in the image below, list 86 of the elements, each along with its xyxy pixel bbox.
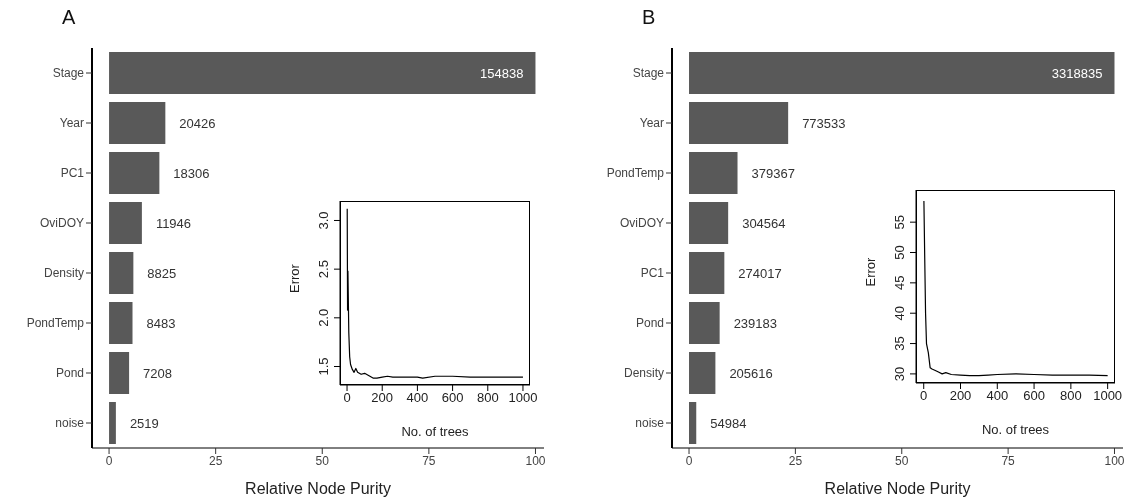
y-tick-label: OviDOY	[619, 216, 664, 231]
y-tick-label: Year	[639, 116, 664, 131]
x-tick-label: 600	[1023, 388, 1045, 404]
y-axis-title: Error	[862, 256, 878, 287]
x-tick-label: 75	[1001, 453, 1016, 468]
y-tick-label: 35	[892, 336, 907, 351]
bar	[689, 352, 716, 394]
y-tick-label: Pond	[55, 366, 84, 381]
annotation: 304564	[742, 215, 786, 231]
x-tick-label: 400	[986, 388, 1009, 404]
y-tick-label: noise	[635, 416, 665, 431]
bar	[689, 52, 1115, 94]
x-axis-title: No. of trees	[401, 424, 470, 439]
annotation: 8483	[146, 315, 176, 331]
x-tick-label: 200	[371, 390, 394, 406]
y-tick-label: 2.5	[316, 260, 331, 279]
x-tick-label: 400	[406, 390, 429, 406]
y-tick-label: PondTemp	[606, 166, 665, 181]
annotation: 3318835	[1051, 65, 1103, 81]
y-tick-label: 50	[892, 245, 907, 260]
y-tick-label: Stage	[632, 66, 665, 81]
y-tick-label: PondTemp	[26, 316, 85, 331]
annotation: 18306	[173, 165, 210, 181]
bar	[689, 102, 789, 144]
x-tick-label: 1000	[508, 390, 538, 406]
bar	[109, 152, 160, 194]
x-tick-label: 800	[1060, 388, 1082, 404]
y-tick-label: 40	[892, 305, 907, 321]
bar	[109, 102, 166, 144]
annotation: 20426	[179, 115, 216, 131]
annotation: 2519	[129, 415, 159, 431]
x-tick-label: 1000	[1093, 388, 1123, 404]
x-tick-label: 100	[1104, 453, 1125, 468]
annotation: 7208	[143, 365, 173, 381]
x-tick-label: 200	[949, 388, 972, 404]
bar	[109, 402, 116, 444]
y-tick-label: PC1	[640, 266, 665, 281]
annotation: 8825	[147, 265, 177, 281]
x-tick-label: 25	[788, 453, 803, 468]
annotation: 205616	[729, 365, 773, 381]
y-tick-label: Year	[59, 116, 84, 131]
x-tick-label: 100	[525, 453, 546, 468]
x-tick-label: 600	[441, 390, 464, 406]
annotation: 773533	[802, 115, 846, 131]
chart-title: A	[62, 6, 76, 29]
y-axis-title: Error	[286, 263, 302, 293]
x-tick-label: 0	[685, 453, 693, 468]
annotation: 274017	[738, 265, 782, 281]
x-tick-label: 75	[422, 453, 436, 468]
x-axis-title: Relative Node Purity	[245, 480, 391, 497]
annotation: 154838	[480, 65, 524, 81]
annotation: 11946	[155, 215, 192, 231]
bar	[689, 202, 729, 244]
y-tick-label: 30	[892, 366, 907, 382]
bar	[109, 252, 134, 294]
x-tick-label: 0	[920, 388, 928, 404]
annotation: 379367	[751, 165, 795, 181]
y-tick-label: Pond	[635, 316, 664, 331]
bar	[109, 302, 133, 344]
y-tick-label: 45	[892, 275, 907, 291]
x-axis-title: No. of trees	[981, 422, 1050, 437]
x-tick-label: 800	[476, 390, 499, 406]
x-tick-label: 0	[343, 390, 351, 406]
y-tick-label: Density	[623, 366, 664, 381]
y-tick-label: 1.5	[316, 357, 331, 376]
bar	[689, 402, 697, 444]
y-tick-label: noise	[55, 416, 85, 431]
y-tick-label: Density	[43, 266, 84, 281]
bar	[689, 302, 720, 344]
x-tick-label: 25	[208, 453, 223, 468]
chart-title: B	[642, 6, 656, 29]
x-axis-title: Relative Node Purity	[824, 480, 971, 497]
y-tick-label: OviDOY	[39, 216, 84, 231]
bar	[109, 52, 536, 94]
x-tick-label: 0	[105, 453, 113, 468]
bar	[689, 252, 725, 294]
y-tick-label: PC1	[60, 166, 85, 181]
y-tick-label: Stage	[52, 66, 85, 81]
annotation: 54984	[710, 415, 747, 431]
bar	[109, 352, 130, 394]
bar	[109, 202, 142, 244]
y-tick-label: 3.0	[316, 211, 331, 230]
bar	[689, 152, 738, 194]
y-tick-label: 55	[892, 214, 907, 230]
y-tick-label: 2.0	[316, 308, 331, 327]
annotation: 239183	[733, 315, 778, 331]
